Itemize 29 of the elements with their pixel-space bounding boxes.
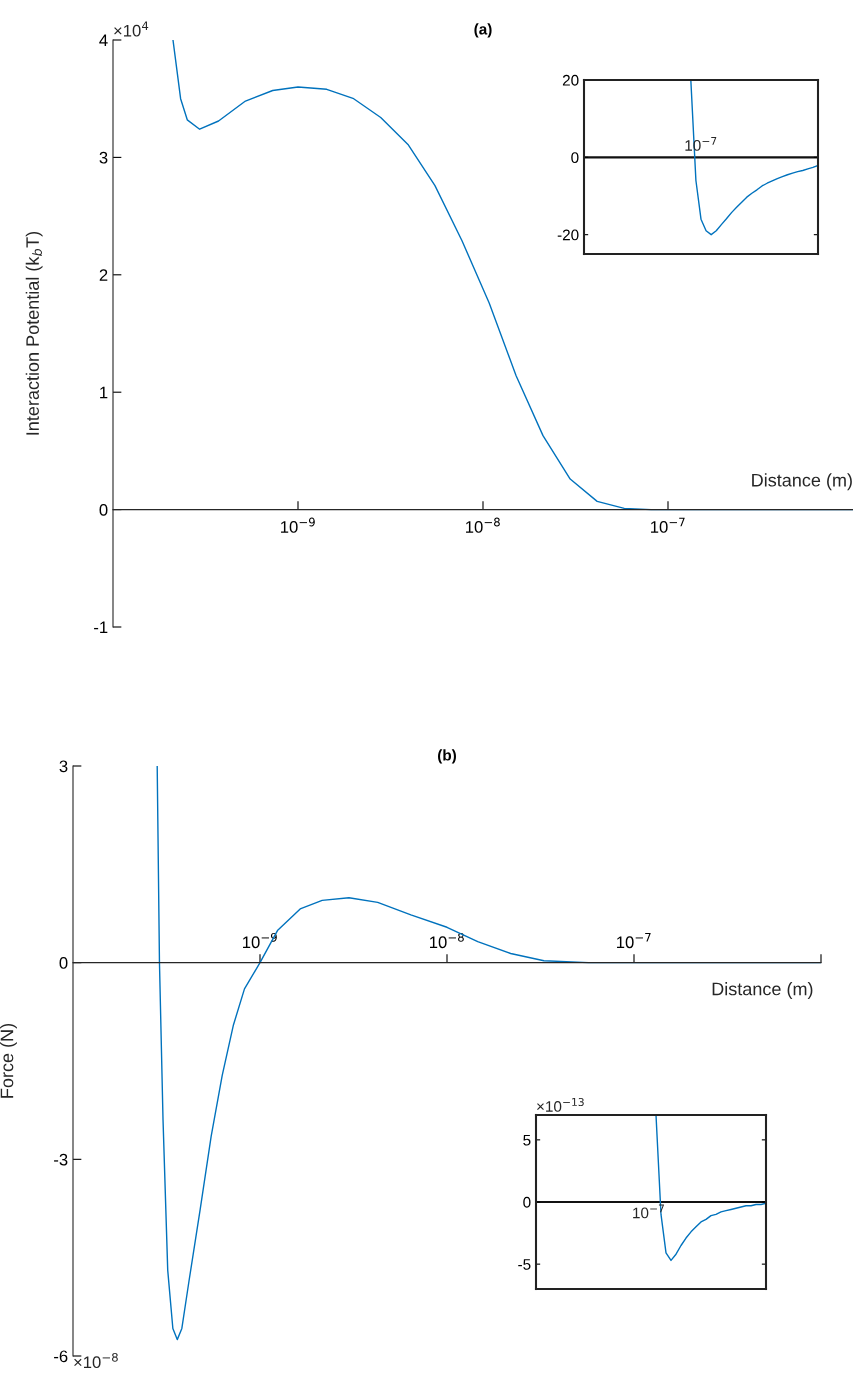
annotation: ×10$^{−8}$ xyxy=(74,1352,118,1369)
y-tick-label: -5 xyxy=(518,1259,531,1270)
y-tick-label: -1 xyxy=(94,621,108,634)
y-tick-label: -20 xyxy=(557,229,579,241)
y-tick-label: 0 xyxy=(59,957,68,969)
chart-title: (a) xyxy=(474,23,492,38)
chart-title: (b) xyxy=(438,749,456,764)
text: ×10$^{4}$ xyxy=(114,21,149,37)
y-tick-label: 0 xyxy=(99,504,108,516)
x-axis-title: Distance (m) xyxy=(752,473,852,491)
annotation: ×10$^{−13}$ xyxy=(537,1097,584,1112)
y-tick-label: -6 xyxy=(54,1350,68,1363)
x-axis-title: Distance (m) xyxy=(712,982,813,999)
x-tick-label: 10$^{−8}$ xyxy=(466,517,500,533)
y-tick-label: 2 xyxy=(99,269,108,281)
y-tick-label: -3 xyxy=(54,1153,68,1166)
x-tick-label: 10$^{−7}$ xyxy=(617,933,651,949)
y-tick-label: 1 xyxy=(100,386,108,399)
y-tick-label: 0 xyxy=(571,152,579,164)
y-axis-title: Force (N) xyxy=(0,1024,17,1098)
y-tick-label: 0 xyxy=(523,1196,531,1208)
y-tick-label: 3 xyxy=(99,151,108,164)
y-tick-label: 4 xyxy=(99,34,108,47)
y-tick-label: 20 xyxy=(562,74,579,86)
y-axis-title: Interaction Potential (k$_{b}$T) xyxy=(25,231,43,435)
y-tick-label: 5 xyxy=(523,1134,531,1146)
x-tick-label: 10$^{−7}$ xyxy=(651,517,685,533)
y-tick-label: 3 xyxy=(59,760,68,773)
x-tick-label: 10$^{−9}$ xyxy=(281,517,315,533)
